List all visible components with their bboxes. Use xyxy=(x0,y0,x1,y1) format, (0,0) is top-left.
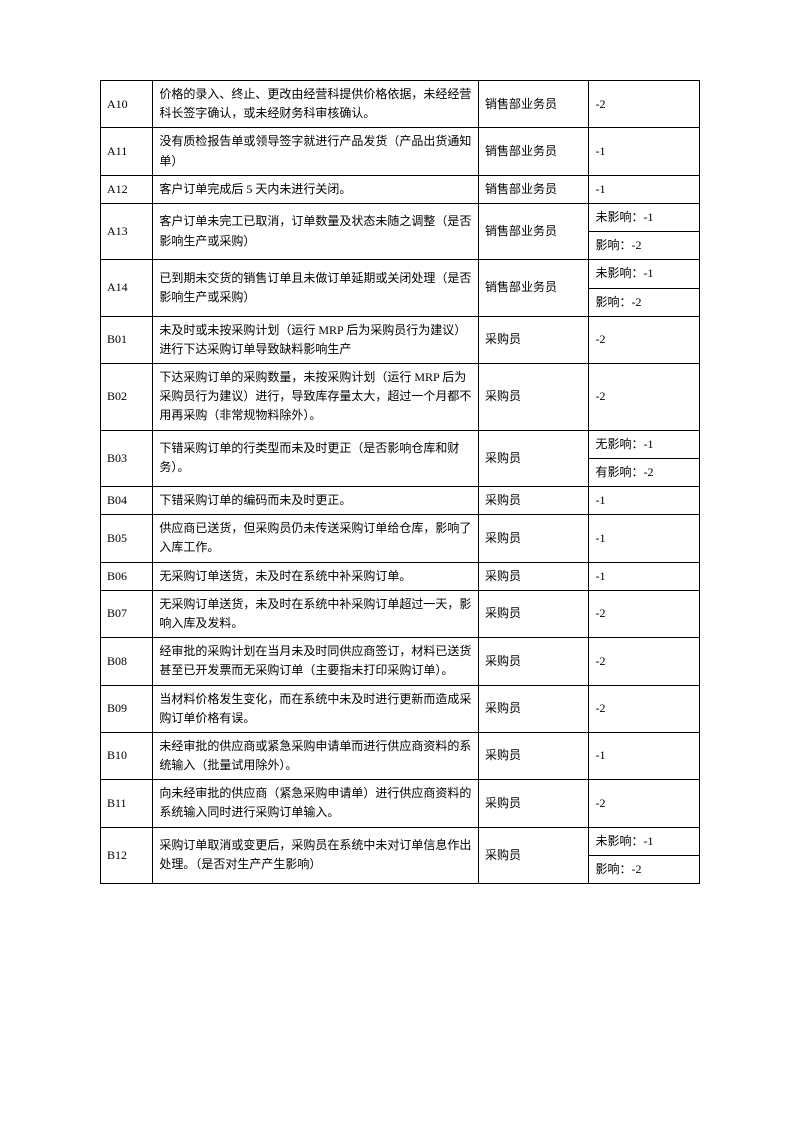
table-row: B05供应商已送货，但采购员仍未传送采购订单给仓库，影响了入库工作。采购员-1 xyxy=(101,515,700,562)
table-row: B09当材料价格发生变化，而在系统中未及时进行更新而造成采购订单价格有误。采购员… xyxy=(101,685,700,732)
description-cell: 当材料价格发生变化，而在系统中未及时进行更新而造成采购订单价格有误。 xyxy=(153,685,479,732)
table-row: B12采购订单取消或变更后，采购员在系统中未对订单信息作出处理。（是否对生产产生… xyxy=(101,827,700,883)
description-cell: 下错采购订单的行类型而未及时更正（是否影响仓库和财务）。 xyxy=(153,430,479,486)
code-cell: B08 xyxy=(101,638,153,685)
table-row: A13客户订单未完工已取消，订单数量及状态未随之调整（是否影响生产或采购）销售部… xyxy=(101,203,700,259)
description-cell: 价格的录入、终止、更改由经营科提供价格依据，未经经营科长签字确认，或未经财务科审… xyxy=(153,81,479,128)
description-cell: 没有质检报告单或领导签字就进行产品发货（产品出货通知单） xyxy=(153,128,479,175)
description-cell: 下错采购订单的编码而未及时更正。 xyxy=(153,487,479,515)
role-cell: 销售部业务员 xyxy=(478,81,588,128)
table-row: A10价格的录入、终止、更改由经营科提供价格依据，未经经营科长签字确认，或未经财… xyxy=(101,81,700,128)
table-row: B07无采购订单送货，未及时在系统中补采购订单超过一天，影响入库及发料。采购员-… xyxy=(101,590,700,637)
role-cell: 采购员 xyxy=(478,487,588,515)
score-cell: -1 xyxy=(589,487,700,515)
score-sub-cell: 影响：-2 xyxy=(589,232,699,259)
code-cell: B01 xyxy=(101,316,153,363)
code-cell: A14 xyxy=(101,260,153,316)
role-cell: 采购员 xyxy=(478,780,588,827)
code-cell: B11 xyxy=(101,780,153,827)
table-row: B02下达采购订单的采购数量，未按采购计划（运行 MRP 后为采购员行为建议）进… xyxy=(101,364,700,431)
role-cell: 销售部业务员 xyxy=(478,260,588,316)
code-cell: A11 xyxy=(101,128,153,175)
code-cell: B12 xyxy=(101,827,153,883)
description-cell: 未经审批的供应商或紧急采购申请单而进行供应商资料的系统输入（批量试用除外）。 xyxy=(153,732,479,779)
description-cell: 下达采购订单的采购数量，未按采购计划（运行 MRP 后为采购员行为建议）进行，导… xyxy=(153,364,479,431)
table-row: B08经审批的采购计划在当月未及时同供应商签订，材料已送货甚至已开发票而无采购订… xyxy=(101,638,700,685)
score-cell: -1 xyxy=(589,562,700,590)
description-cell: 已到期未交货的销售订单且未做订单延期或关闭处理（是否影响生产或采购） xyxy=(153,260,479,316)
table-row: B06无采购订单送货，未及时在系统中补采购订单。采购员-1 xyxy=(101,562,700,590)
role-cell: 采购员 xyxy=(478,590,588,637)
score-cell: -2 xyxy=(589,590,700,637)
table-row: A12客户订单完成后 5 天内未进行关闭。销售部业务员-1 xyxy=(101,175,700,203)
score-sub-cell: 影响：-2 xyxy=(589,289,699,316)
score-cell: 未影响：-1影响：-2 xyxy=(589,260,700,316)
score-sub-cell: 影响：-2 xyxy=(589,856,699,883)
role-cell: 采购员 xyxy=(478,430,588,486)
role-cell: 采购员 xyxy=(478,732,588,779)
score-sub-cell: 有影响：-2 xyxy=(589,459,699,486)
code-cell: B02 xyxy=(101,364,153,431)
role-cell: 采购员 xyxy=(478,685,588,732)
score-sub-cell: 未影响：-1 xyxy=(589,260,699,288)
code-cell: B06 xyxy=(101,562,153,590)
table-row: B03下错采购订单的行类型而未及时更正（是否影响仓库和财务）。采购员无影响：-1… xyxy=(101,430,700,486)
score-cell: -2 xyxy=(589,780,700,827)
role-cell: 采购员 xyxy=(478,364,588,431)
code-cell: B03 xyxy=(101,430,153,486)
code-cell: B07 xyxy=(101,590,153,637)
score-cell: -2 xyxy=(589,81,700,128)
code-cell: A13 xyxy=(101,203,153,259)
description-cell: 未及时或未按采购计划（运行 MRP 后为采购员行为建议）进行下达采购订单导致缺料… xyxy=(153,316,479,363)
description-cell: 无采购订单送货，未及时在系统中补采购订单。 xyxy=(153,562,479,590)
description-cell: 客户订单完成后 5 天内未进行关闭。 xyxy=(153,175,479,203)
role-cell: 销售部业务员 xyxy=(478,203,588,259)
code-cell: A10 xyxy=(101,81,153,128)
table-row: B10未经审批的供应商或紧急采购申请单而进行供应商资料的系统输入（批量试用除外）… xyxy=(101,732,700,779)
code-cell: B10 xyxy=(101,732,153,779)
rules-table: A10价格的录入、终止、更改由经营科提供价格依据，未经经营科长签字确认，或未经财… xyxy=(100,80,700,884)
description-cell: 供应商已送货，但采购员仍未传送采购订单给仓库，影响了入库工作。 xyxy=(153,515,479,562)
role-cell: 销售部业务员 xyxy=(478,128,588,175)
score-cell: -1 xyxy=(589,732,700,779)
table-row: B04下错采购订单的编码而未及时更正。采购员-1 xyxy=(101,487,700,515)
score-sub-cell: 无影响：-1 xyxy=(589,431,699,459)
description-cell: 向未经审批的供应商（紧急采购申请单）进行供应商资料的系统输入同时进行采购订单输入… xyxy=(153,780,479,827)
score-cell: -1 xyxy=(589,175,700,203)
table-row: A11没有质检报告单或领导签字就进行产品发货（产品出货通知单）销售部业务员-1 xyxy=(101,128,700,175)
description-cell: 经审批的采购计划在当月未及时同供应商签订，材料已送货甚至已开发票而无采购订单（主… xyxy=(153,638,479,685)
code-cell: A12 xyxy=(101,175,153,203)
role-cell: 销售部业务员 xyxy=(478,175,588,203)
score-sub-cell: 未影响：-1 xyxy=(589,828,699,856)
score-cell: 无影响：-1有影响：-2 xyxy=(589,430,700,486)
code-cell: B05 xyxy=(101,515,153,562)
score-cell: -1 xyxy=(589,128,700,175)
table-row: B01未及时或未按采购计划（运行 MRP 后为采购员行为建议）进行下达采购订单导… xyxy=(101,316,700,363)
description-cell: 无采购订单送货，未及时在系统中补采购订单超过一天，影响入库及发料。 xyxy=(153,590,479,637)
role-cell: 采购员 xyxy=(478,638,588,685)
code-cell: B09 xyxy=(101,685,153,732)
table-row: B11向未经审批的供应商（紧急采购申请单）进行供应商资料的系统输入同时进行采购订… xyxy=(101,780,700,827)
score-cell: 未影响：-1影响：-2 xyxy=(589,827,700,883)
score-cell: -1 xyxy=(589,515,700,562)
role-cell: 采购员 xyxy=(478,827,588,883)
code-cell: B04 xyxy=(101,487,153,515)
score-cell: -2 xyxy=(589,685,700,732)
role-cell: 采购员 xyxy=(478,316,588,363)
role-cell: 采购员 xyxy=(478,562,588,590)
score-cell: -2 xyxy=(589,364,700,431)
description-cell: 客户订单未完工已取消，订单数量及状态未随之调整（是否影响生产或采购） xyxy=(153,203,479,259)
score-cell: 未影响：-1影响：-2 xyxy=(589,203,700,259)
score-cell: -2 xyxy=(589,638,700,685)
score-cell: -2 xyxy=(589,316,700,363)
score-sub-cell: 未影响：-1 xyxy=(589,204,699,232)
description-cell: 采购订单取消或变更后，采购员在系统中未对订单信息作出处理。（是否对生产产生影响） xyxy=(153,827,479,883)
table-row: A14已到期未交货的销售订单且未做订单延期或关闭处理（是否影响生产或采购）销售部… xyxy=(101,260,700,316)
role-cell: 采购员 xyxy=(478,515,588,562)
